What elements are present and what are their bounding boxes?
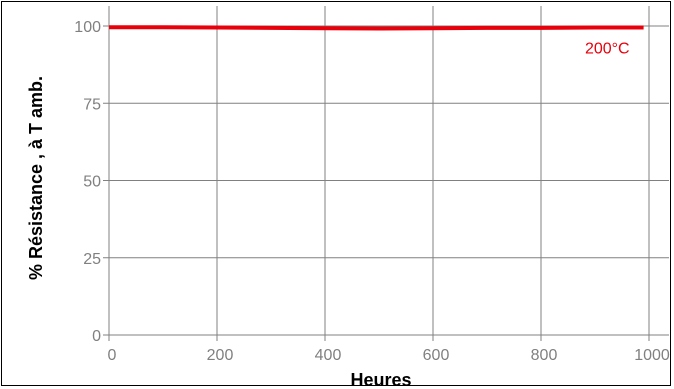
series-layer: 200°C <box>109 25 644 58</box>
series-label: 200°C <box>585 41 630 58</box>
series-line <box>109 25 644 31</box>
y-tick-label: 0 <box>92 328 101 345</box>
x-tick-label: 1000 <box>634 347 670 364</box>
y-tick-label: 75 <box>83 96 101 113</box>
x-tick-label: 600 <box>423 347 450 364</box>
x-tick-label: 400 <box>315 347 342 364</box>
y-tick-label: 25 <box>83 251 101 268</box>
y-tick-label: 50 <box>83 174 101 191</box>
x-tick-label: 200 <box>207 347 234 364</box>
y-axis-title: % Résistance , à T amb. <box>26 76 46 280</box>
x-tick-label: 0 <box>108 347 117 364</box>
grid <box>103 6 669 341</box>
x-axis-title: Heures <box>350 370 411 389</box>
y-tick-label: 100 <box>74 19 101 36</box>
x-tick-label: 800 <box>531 347 558 364</box>
